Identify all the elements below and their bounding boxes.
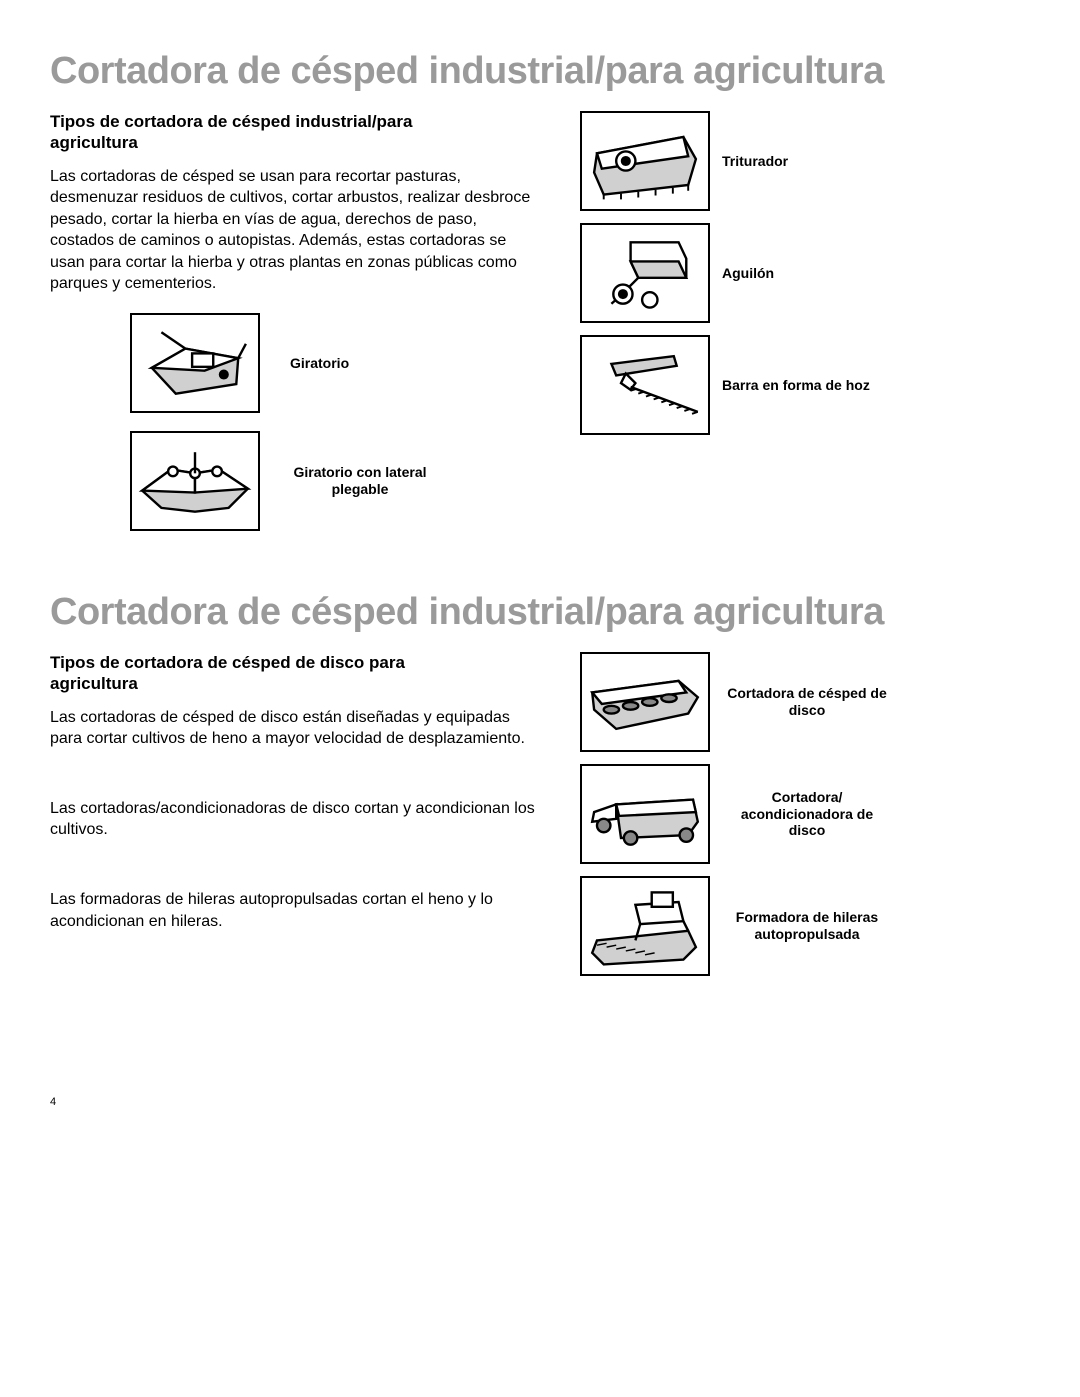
section2-para2: Las cortadoras/acondicionadoras de disco… <box>50 798 540 841</box>
section1-left-column: Tipos de cortadora de césped industrial/… <box>50 111 540 531</box>
section1-subheading: Tipos de cortadora de césped industrial/… <box>50 111 480 154</box>
aguilon-icon <box>582 225 708 321</box>
illus-row-aguilon: Aguilón <box>580 223 1030 323</box>
acond-icon <box>582 766 708 862</box>
section1-left-illustrations: Giratorio <box>50 313 540 531</box>
barra-icon <box>582 337 708 433</box>
section2-subheading: Tipos de cortadora de césped de disco pa… <box>50 652 480 695</box>
section2-para3: Las formadoras de hileras autopropulsada… <box>50 889 540 932</box>
illus-triturador <box>580 111 710 211</box>
illus-aguilon <box>580 223 710 323</box>
page-number: 4 <box>50 1096 1030 1108</box>
formadora-icon <box>582 878 708 974</box>
label-disco: Cortadora de césped de disco <box>722 685 892 719</box>
section1-description: Las cortadoras de césped se usan para re… <box>50 166 540 296</box>
section1-heading: Cortadora de césped industrial/para agri… <box>50 50 1030 93</box>
section-disc-mowers: Cortadora de césped industrial/para agri… <box>50 591 1030 976</box>
illus-row-disco: Cortadora de césped de disco <box>580 652 1030 752</box>
illus-formadora <box>580 876 710 976</box>
section2-row: Tipos de cortadora de césped de disco pa… <box>50 652 1030 976</box>
illus-barra <box>580 335 710 435</box>
illus-row-acond: Cortadora/ acondicionadora de disco <box>580 764 1030 864</box>
disco-icon <box>582 654 708 750</box>
label-aguilon: Aguilón <box>722 265 774 282</box>
illus-row-giratorio-lateral: Giratorio con lateral plegable <box>130 431 540 531</box>
section-industrial-mowers: Cortadora de césped industrial/para agri… <box>50 50 1030 531</box>
section1-right-column: Triturador <box>580 111 1030 531</box>
illus-acond <box>580 764 710 864</box>
section2-right-column: Cortadora de césped de disco <box>580 652 1030 976</box>
illus-giratorio-lateral <box>130 431 260 531</box>
section2-left-column: Tipos de cortadora de césped de disco pa… <box>50 652 540 976</box>
label-triturador: Triturador <box>722 153 788 170</box>
label-giratorio: Giratorio <box>290 355 349 372</box>
giratorio-lateral-icon <box>132 433 258 529</box>
section2-right-illustrations: Cortadora de césped de disco <box>580 652 1030 976</box>
label-acond: Cortadora/ acondicionadora de disco <box>722 789 892 839</box>
illus-row-triturador: Triturador <box>580 111 1030 211</box>
triturador-icon <box>582 113 708 209</box>
section1-right-illustrations: Triturador <box>580 111 1030 435</box>
illus-disco <box>580 652 710 752</box>
section2-heading: Cortadora de césped industrial/para agri… <box>50 591 1030 634</box>
illus-row-formadora: Formadora de hileras autopropulsada <box>580 876 1030 976</box>
illus-row-barra: Barra en forma de hoz <box>580 335 1030 435</box>
illus-giratorio <box>130 313 260 413</box>
illus-row-giratorio: Giratorio <box>130 313 540 413</box>
section1-row: Tipos de cortadora de césped industrial/… <box>50 111 1030 531</box>
section2-para1: Las cortadoras de césped de disco están … <box>50 707 540 750</box>
label-giratorio-lateral: Giratorio con lateral plegable <box>290 464 430 498</box>
giratorio-icon <box>132 315 258 411</box>
label-formadora: Formadora de hileras autopropulsada <box>722 909 892 943</box>
label-barra: Barra en forma de hoz <box>722 377 870 394</box>
